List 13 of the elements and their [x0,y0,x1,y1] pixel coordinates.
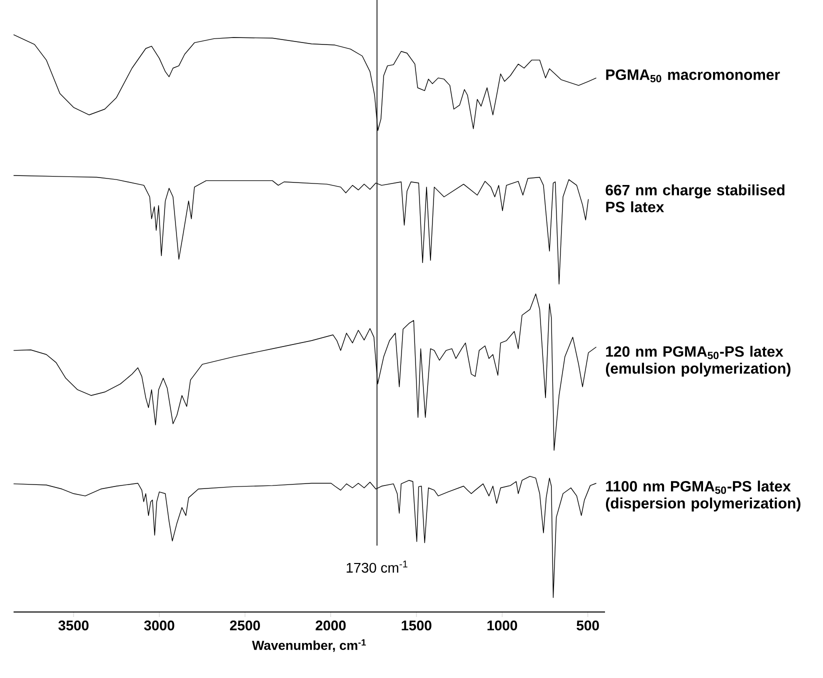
x-tick-label: 3500 [58,620,89,630]
x-tick-label: 2500 [230,620,260,630]
series-label: 120 nm PGMA$_{50}$-PS latex (emulsion polymerization) [606,346,790,377]
x-tick-label: 2000 [316,620,346,630]
x-tick-label: 500 [576,620,599,630]
ref-line-label: 1730 cm$^{-1}$ [346,560,408,573]
x-tick-label: 1000 [488,620,518,630]
x-tick-label: 1500 [402,620,432,630]
x-axis-title: Wavenumber, cm$^{-1}$ [252,639,366,652]
x-tick-label: 3000 [144,620,174,630]
series-label: 667 nm charge stabilised PS latex [606,184,784,212]
series-label: PGMA$_{50}$ macromonomer [606,69,780,82]
series-label: 1100 nm PGMA$_{50}$-PS latex (dispersion polymerization) [606,480,800,512]
